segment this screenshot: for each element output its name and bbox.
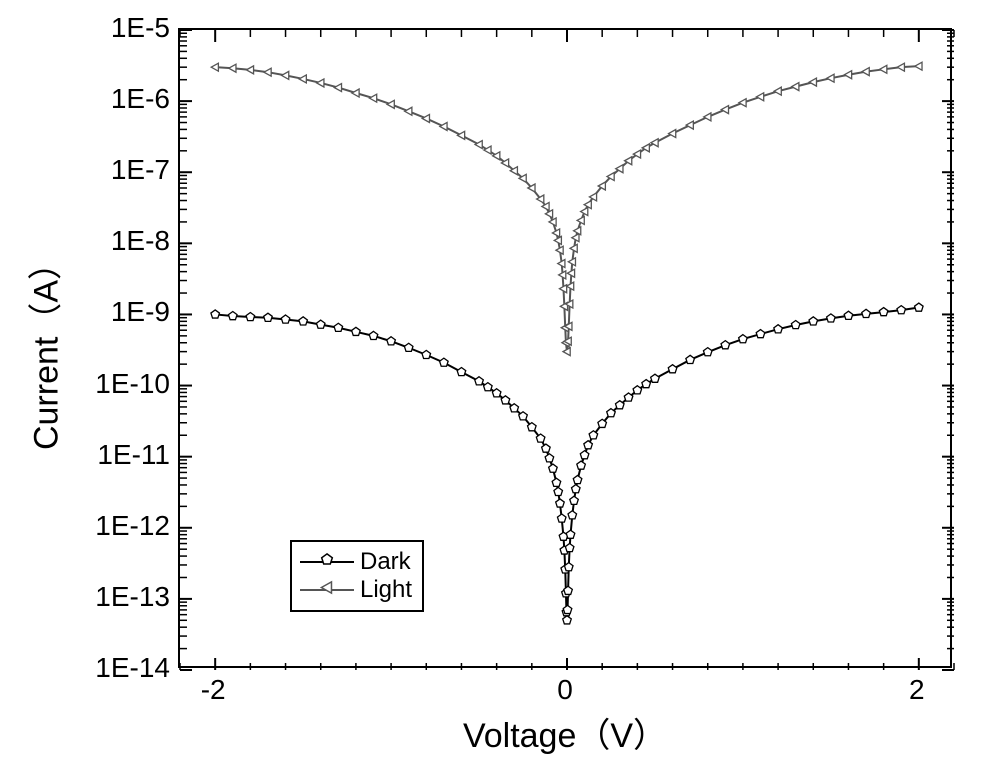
y-tick-label: 1E-12: [95, 510, 170, 542]
y-tick-label: 1E-7: [111, 154, 170, 186]
pentagon-open-icon: [319, 552, 335, 573]
triangle-left-open-icon: [319, 580, 335, 601]
y-tick-label: 1E-11: [97, 439, 170, 471]
legend-item-light: Light: [300, 576, 412, 604]
y-tick-label: 1E-13: [95, 581, 170, 613]
y-tick-label: 1E-5: [111, 12, 170, 44]
y-tick-label: 1E-6: [111, 83, 170, 115]
legend-item-dark: Dark: [300, 548, 412, 576]
legend-label: Dark: [360, 548, 411, 576]
legend: Dark Light: [290, 540, 424, 612]
x-tick-label: 2: [909, 674, 925, 706]
x-tick-label: -2: [201, 674, 226, 706]
y-axis-title: Current（A）: [19, 246, 68, 450]
y-tick-label: 1E-10: [95, 368, 170, 400]
x-tick-label: 0: [557, 674, 573, 706]
y-tick-label: 1E-8: [111, 225, 170, 257]
iv-chart: Voltage（V） Current（A） Dark Light -2 0 2 1E-…: [0, 0, 1000, 762]
y-tick-label: 1E-9: [111, 296, 170, 328]
y-tick-label: 1E-14: [95, 652, 170, 684]
x-axis-title: Voltage（V）: [463, 708, 667, 757]
legend-label: Light: [360, 576, 412, 604]
